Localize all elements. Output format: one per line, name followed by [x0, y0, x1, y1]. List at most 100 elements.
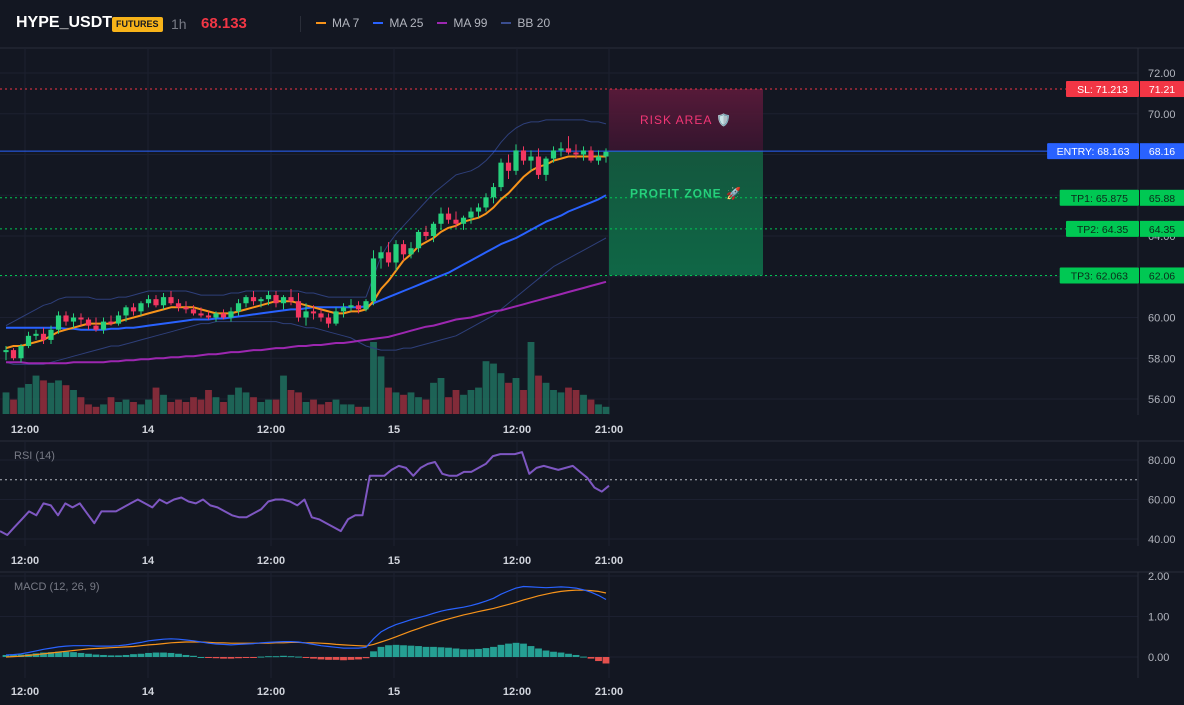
x-tick-label: 15	[388, 424, 400, 436]
symbol-name[interactable]: HYPE_USDT	[16, 14, 113, 31]
candle-body	[250, 297, 257, 302]
volume-bar	[280, 375, 287, 414]
legend-label: BB 20	[517, 16, 551, 30]
macd-histogram-bar	[265, 656, 272, 658]
rsi-pane[interactable]: 80.00 60.00 40.00 12:00 14 12:00 15 12:00 21:00 R…	[0, 441, 1184, 573]
x-tick-label: 12:00	[11, 686, 39, 698]
macd-histogram-bar	[175, 653, 182, 657]
candle-body	[3, 350, 9, 353]
macd-histogram-bar	[137, 653, 145, 657]
candle-body	[580, 150, 587, 155]
volume-bar	[512, 378, 520, 414]
legend-swatch	[501, 22, 512, 24]
volume-bar	[385, 387, 392, 414]
level-tag-tp3	[1059, 267, 1139, 284]
legend-ma7[interactable]: MA 7	[316, 16, 359, 30]
macd-histogram-bar	[332, 657, 340, 660]
macd-pane[interactable]: 2.00 1.00 0.00 12:00 14 12:00 15 12:00 21:00 MACD…	[0, 571, 1169, 698]
macd-histogram-bar	[370, 651, 377, 657]
y-tick-label: 72.00	[1148, 68, 1176, 80]
volume-bar	[347, 404, 355, 414]
candle-body	[280, 297, 287, 304]
macd-histogram-bar	[250, 657, 257, 658]
macd-histogram-bar	[70, 652, 77, 657]
candle-body	[205, 315, 212, 318]
candle-body	[408, 248, 414, 255]
volume-bar	[182, 402, 190, 414]
volume-bar	[47, 382, 55, 414]
x-tick-label: 12:00	[11, 424, 39, 436]
candle-body	[333, 311, 339, 324]
macd-histogram-bar	[205, 657, 212, 658]
candle-body	[490, 187, 497, 198]
volume-bar	[107, 397, 115, 414]
macd-histogram-bar	[145, 652, 152, 657]
legend-ma99[interactable]: MA 99	[437, 16, 487, 30]
macd-histogram-bar	[2, 654, 10, 657]
volume-bar	[197, 399, 205, 414]
volume-bar	[257, 402, 265, 414]
last-price: 68.133	[201, 15, 247, 32]
x-tick-label: 12:00	[503, 555, 531, 567]
volume-bar	[235, 387, 242, 414]
candle-body	[115, 315, 122, 324]
volume-bar	[130, 402, 137, 414]
candle-body	[288, 297, 294, 302]
legend-bb20[interactable]: BB 20	[501, 16, 550, 30]
x-tick-label: 14	[142, 555, 155, 567]
level-tag-tp2	[1066, 220, 1139, 237]
level-axis-tag	[1140, 267, 1184, 284]
timeframe-label[interactable]: 1h	[171, 16, 187, 32]
price-pane[interactable]: 72.0070.0068.0066.0064.0062.0060.0058.00…	[0, 47, 1184, 442]
candle-body	[535, 156, 542, 175]
candle-body	[175, 303, 182, 308]
volume-bar	[565, 387, 572, 414]
macd-histogram-bar	[542, 650, 550, 657]
macd-histogram-bar	[107, 655, 115, 657]
candle-body	[198, 313, 204, 316]
volume-bar	[152, 387, 160, 414]
volume-bar	[190, 397, 197, 414]
macd-histogram-bar	[317, 657, 325, 660]
candle-body	[423, 231, 429, 236]
volume-bar	[542, 382, 550, 414]
macd-histogram-bar	[92, 654, 100, 657]
x-tick-label: 15	[388, 555, 400, 567]
macd-histogram-bar	[587, 657, 595, 659]
level-tag-entry	[1047, 143, 1139, 160]
legend-ma25[interactable]: MA 25	[373, 16, 423, 30]
volume-bar	[400, 394, 407, 414]
candle-body	[40, 333, 47, 340]
macd-histogram-bar	[497, 644, 505, 657]
macd-histogram-bar	[407, 645, 415, 657]
y-tick-label: 58.00	[1148, 353, 1176, 365]
candle-body	[108, 321, 114, 324]
y-tick-label: 56.00	[1148, 394, 1176, 406]
macd-histogram-bar	[512, 642, 520, 657]
macd-histogram-bar	[452, 648, 460, 657]
volume-bar	[122, 399, 130, 414]
macd-histogram-bar	[385, 645, 392, 657]
macd-histogram-bar	[392, 644, 400, 657]
bb-lower-line	[5, 237, 607, 365]
macd-histogram-bar	[85, 653, 92, 657]
volume-bar	[70, 390, 77, 414]
volume-bar	[467, 390, 475, 414]
volume-bar	[302, 402, 310, 414]
macd-histogram-bar	[130, 654, 137, 657]
macd-histogram-bar	[122, 654, 130, 657]
macd-histogram-bar	[235, 657, 242, 659]
level-tag-text: SL: 71.213	[1077, 84, 1128, 96]
macd-histogram-bar	[257, 656, 265, 658]
x-tick-label: 12:00	[11, 555, 39, 567]
level-axis-text: 68.16	[1149, 146, 1175, 158]
x-tick-label: 12:00	[503, 424, 531, 436]
macd-histogram-bar	[295, 656, 302, 658]
level-tag-sl	[1066, 81, 1139, 98]
macd-histogram-bar	[62, 651, 70, 657]
level-axis-text: 62.06	[1149, 270, 1175, 282]
macd-histogram-bar	[482, 648, 490, 657]
candle-body	[220, 313, 227, 318]
candle-body	[520, 150, 527, 161]
